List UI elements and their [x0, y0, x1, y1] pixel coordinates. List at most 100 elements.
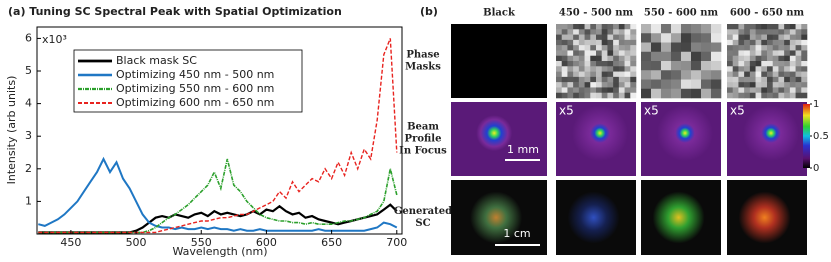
phase-mask-cell: [601, 50, 608, 57]
phase-mask-cell: [556, 29, 563, 35]
phase-mask-cell: [711, 70, 722, 80]
phase-mask-cell: [778, 66, 785, 72]
phase-mask-cell: [578, 71, 585, 78]
phase-mask-cell: [738, 82, 745, 88]
legend-label: Optimizing 450 nm - 500 nm: [116, 68, 274, 81]
phase-mask-cell: [618, 61, 625, 67]
phase-mask-cell: [789, 39, 796, 46]
phase-mask-cell: [556, 55, 563, 62]
phase-mask-cell: [789, 66, 796, 72]
scale-bar-label: 1 cm: [503, 227, 530, 240]
phase-mask-cell: [578, 92, 585, 99]
phase-mask-cell: [772, 39, 779, 46]
magnification: x5: [559, 104, 574, 118]
phase-mask-cell: [567, 24, 574, 30]
phase-mask-cell: [661, 61, 672, 71]
phase-mask-cell: [596, 45, 603, 51]
phase-mask-cell: [755, 82, 762, 88]
magnification: x5: [644, 104, 659, 118]
phase-mask-cell: [596, 87, 603, 94]
phase-mask-cell: [607, 34, 614, 41]
phase-mask-cell: [624, 50, 631, 57]
phase-mask-cell: [732, 66, 739, 72]
phase-mask-cell: [590, 92, 597, 99]
phase-mask-cell: [681, 51, 692, 62]
column-header: 550 - 600 nm: [644, 8, 719, 19]
phase-mask-cell: [778, 39, 785, 46]
phase-mask-cell: [795, 45, 802, 51]
row-label: Masks: [405, 62, 441, 73]
phase-mask-cell: [671, 24, 682, 34]
phase-mask-cell: [624, 29, 631, 35]
y-tick-label: 3: [25, 129, 32, 142]
phase-mask-cell: [596, 82, 603, 88]
phase-mask-cell: [755, 61, 762, 67]
phase-mask-cell: [613, 76, 620, 83]
scale-bar-label: 1 mm: [507, 143, 539, 156]
phase-mask-cell: [561, 55, 568, 62]
phase-mask-cell: [573, 66, 580, 72]
phase-mask-cell: [778, 76, 785, 83]
phase-mask-cell: [613, 82, 620, 88]
phase-mask-cell: [567, 45, 574, 51]
phase-mask-cell: [584, 87, 591, 94]
phase-mask-cell: [749, 34, 756, 41]
phase-mask-cell: [681, 24, 692, 34]
y-tick-label: 1: [25, 194, 32, 207]
phase-mask-cell: [701, 70, 712, 80]
phase-mask-cell: [661, 33, 672, 43]
phase-mask-cell: [789, 45, 796, 51]
phase-mask-cell: [573, 76, 580, 83]
phase-mask-cell: [661, 42, 672, 53]
phase-mask-cell: [613, 71, 620, 78]
phase-mask-cell: [556, 87, 563, 94]
phase-mask-cell: [727, 71, 734, 78]
phase-mask-cell: [601, 92, 608, 99]
phase-mask-cell: [755, 24, 762, 30]
phase-mask-cell: [618, 39, 625, 46]
phase-mask-cell: [567, 34, 574, 41]
phase-mask-cell: [761, 66, 768, 72]
phase-mask-cell: [578, 76, 585, 83]
phase-mask-cell: [727, 34, 734, 41]
phase-mask-cell: [755, 71, 762, 78]
sc-glow: [567, 191, 620, 244]
phase-mask-cell: [767, 92, 774, 99]
sc-glow: [738, 191, 791, 244]
phase-mask-cell: [561, 61, 568, 67]
phase-mask-cell: [732, 87, 739, 94]
phase-mask-cell: [584, 24, 591, 30]
phase-mask-cell: [556, 82, 563, 88]
x-tick-label: 700: [386, 236, 407, 249]
row-label: Profile: [405, 134, 442, 145]
series-line: [38, 38, 398, 234]
phase-mask-cell: [801, 50, 808, 57]
phase-mask-cell: [578, 34, 585, 41]
phase-mask-cell: [573, 55, 580, 62]
phase-mask-cell: [691, 70, 702, 80]
phase-mask-cell: [561, 82, 568, 88]
phase-mask-cell: [767, 61, 774, 67]
phase-mask-cell: [584, 61, 591, 67]
phase-mask-cell: [711, 51, 722, 62]
phase-mask-cell: [801, 71, 808, 78]
phase-mask-cell: [556, 92, 563, 99]
phase-mask-cell: [795, 55, 802, 62]
phase-mask-cell: [618, 92, 625, 99]
phase-mask-cell: [755, 76, 762, 83]
phase-mask-cell: [767, 66, 774, 72]
phase-mask-cell: [578, 29, 585, 35]
phase-mask-cell: [624, 45, 631, 51]
phase-mask-cell: [801, 45, 808, 51]
phase-mask-cell: [778, 82, 785, 88]
phase-mask-cell: [795, 66, 802, 72]
phase-mask-cell: [778, 29, 785, 35]
sc-glow: [470, 191, 523, 244]
phase-mask-cell: [755, 34, 762, 41]
phase-mask-cell: [738, 34, 745, 41]
phase-mask-cell: [573, 39, 580, 46]
phase-mask-cell: [630, 45, 637, 51]
phase-mask-cell: [578, 24, 585, 30]
